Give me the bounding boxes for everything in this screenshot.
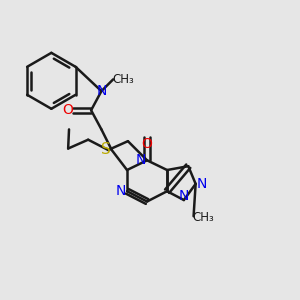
Text: N: N xyxy=(179,189,189,202)
Text: N: N xyxy=(96,84,106,98)
Text: S: S xyxy=(101,142,111,158)
Text: O: O xyxy=(62,103,73,117)
Text: N: N xyxy=(135,153,146,167)
Text: O: O xyxy=(142,137,152,151)
Text: CH₃: CH₃ xyxy=(112,73,134,86)
Text: N: N xyxy=(116,184,126,198)
Text: CH₃: CH₃ xyxy=(192,211,214,224)
Text: N: N xyxy=(197,177,207,191)
